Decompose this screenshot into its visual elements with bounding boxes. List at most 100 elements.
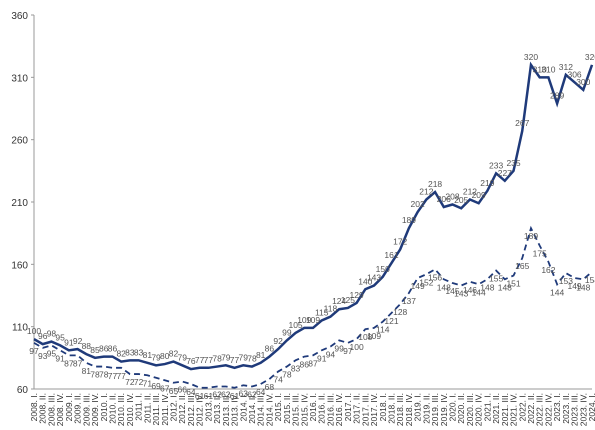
data-label: 86: [99, 344, 109, 354]
x-tick-label: 2013. I.: [203, 393, 213, 421]
data-label: 77: [195, 355, 205, 365]
x-tick-label: 2012. III.: [186, 393, 196, 426]
data-label: 85: [90, 345, 100, 355]
data-label: 145: [445, 286, 459, 296]
data-label: 71: [143, 378, 153, 388]
data-label: 124: [332, 296, 346, 306]
data-label: 95: [55, 332, 65, 342]
data-label: 312: [559, 62, 573, 72]
x-tick-label: 2020. III.: [465, 393, 475, 426]
x-tick-label: 2019. III.: [430, 393, 440, 426]
x-tick-label: 2017. IV.: [369, 393, 379, 426]
data-label: 77: [204, 355, 214, 365]
data-label: 77: [116, 371, 126, 381]
data-label: 83: [125, 347, 135, 357]
y-tick-label: 360: [11, 11, 28, 22]
line-series: [33, 61, 594, 371]
x-tick-label: 2008. IV.: [55, 393, 65, 426]
data-label: 208: [445, 191, 459, 201]
data-label: 155: [489, 274, 503, 284]
data-label: 154: [585, 275, 595, 285]
x-tick-label: 2010. III.: [116, 393, 126, 426]
x-tick-label: 2014. I.: [238, 393, 248, 421]
x-tick-label: 2013. II.: [212, 393, 222, 424]
data-label: 65: [169, 386, 179, 396]
x-tick-label: 2019. II.: [421, 393, 431, 424]
data-label: 74: [273, 375, 283, 385]
data-label: 91: [55, 353, 65, 363]
x-tick-label: 2011. IV.: [160, 393, 170, 426]
x-tick-label: 2019. I.: [413, 393, 423, 421]
data-label: 109: [306, 315, 320, 325]
data-label: 143: [454, 289, 468, 299]
data-label: 78: [212, 354, 222, 364]
x-tick-label: 2009. II.: [73, 393, 83, 424]
data-label: 67: [160, 383, 170, 393]
data-label: 306: [567, 69, 581, 79]
data-label: 92: [273, 336, 283, 346]
data-label: 66: [177, 385, 187, 395]
y-tick-label: 310: [11, 73, 28, 84]
x-tick-label: 2009. III.: [81, 393, 91, 426]
data-label: 156: [428, 272, 442, 282]
x-tick-label: 2021. IV.: [509, 393, 519, 426]
data-label: 78: [282, 370, 292, 380]
x-tick-label: 2013. IV.: [230, 393, 240, 426]
data-label: 108: [358, 332, 372, 342]
data-label: 152: [419, 277, 433, 287]
data-label: 64: [256, 387, 266, 397]
data-label: 212: [419, 187, 433, 197]
data-label: 189: [524, 231, 538, 241]
x-tick-label: 2008. III.: [46, 393, 56, 426]
data-label: 118: [324, 304, 338, 314]
data-label: 78: [99, 370, 109, 380]
data-label: 153: [559, 276, 573, 286]
x-tick-label: 2016. I.: [308, 393, 318, 421]
x-tick-label: 2019. IV.: [439, 393, 449, 426]
x-tick-label: 2010. I.: [99, 393, 109, 421]
data-label: 88: [82, 341, 92, 351]
x-tick-label: 2022. I.: [517, 393, 527, 421]
data-label: 94: [326, 350, 336, 360]
data-label: 189: [402, 215, 416, 225]
data-label: 61: [204, 391, 214, 401]
data-label: 69: [151, 381, 161, 391]
x-tick-label: 2015. III.: [291, 393, 301, 426]
data-label: 320: [585, 52, 595, 62]
x-tick-label: 2012. IV.: [195, 393, 205, 426]
data-label: 175: [533, 249, 547, 259]
x-tick-label: 2016. IV.: [334, 393, 344, 426]
x-tick-label: 2023. IV.: [578, 393, 588, 426]
data-label: 235: [506, 158, 520, 168]
data-label: 79: [151, 352, 161, 362]
y-tick-label: 210: [11, 198, 28, 209]
x-tick-label: 2012. II.: [177, 393, 187, 424]
data-label: 143: [367, 273, 381, 283]
data-label: 148: [576, 282, 590, 292]
x-tick-label: 2020. I.: [448, 393, 458, 421]
x-tick-label: 2022. III.: [535, 393, 545, 426]
data-label: 218: [428, 179, 442, 189]
data-label: 91: [64, 337, 74, 347]
data-label: 162: [541, 265, 555, 275]
x-tick-label: 2010. IV.: [125, 393, 135, 426]
data-label: 77: [230, 355, 240, 365]
data-label: 79: [239, 352, 249, 362]
data-label: 129: [350, 290, 364, 300]
x-tick-label: 2015. IV.: [299, 393, 309, 426]
data-label: 77: [108, 371, 118, 381]
x-tick-label: 2013. III.: [221, 393, 231, 426]
x-tick-label: 2016. II.: [317, 393, 327, 424]
data-label: 125: [341, 295, 355, 305]
data-label: 165: [515, 261, 529, 271]
data-label: 79: [177, 352, 187, 362]
x-tick-label: 2024. I.: [587, 393, 595, 421]
data-label: 128: [393, 307, 407, 317]
data-label: 62: [247, 390, 257, 400]
data-label: 109: [297, 315, 311, 325]
data-label: 78: [90, 370, 100, 380]
data-label: 92: [73, 336, 83, 346]
data-label: 205: [454, 195, 468, 205]
data-label: 98: [47, 329, 57, 339]
x-tick-label: 2011. I.: [134, 393, 144, 421]
